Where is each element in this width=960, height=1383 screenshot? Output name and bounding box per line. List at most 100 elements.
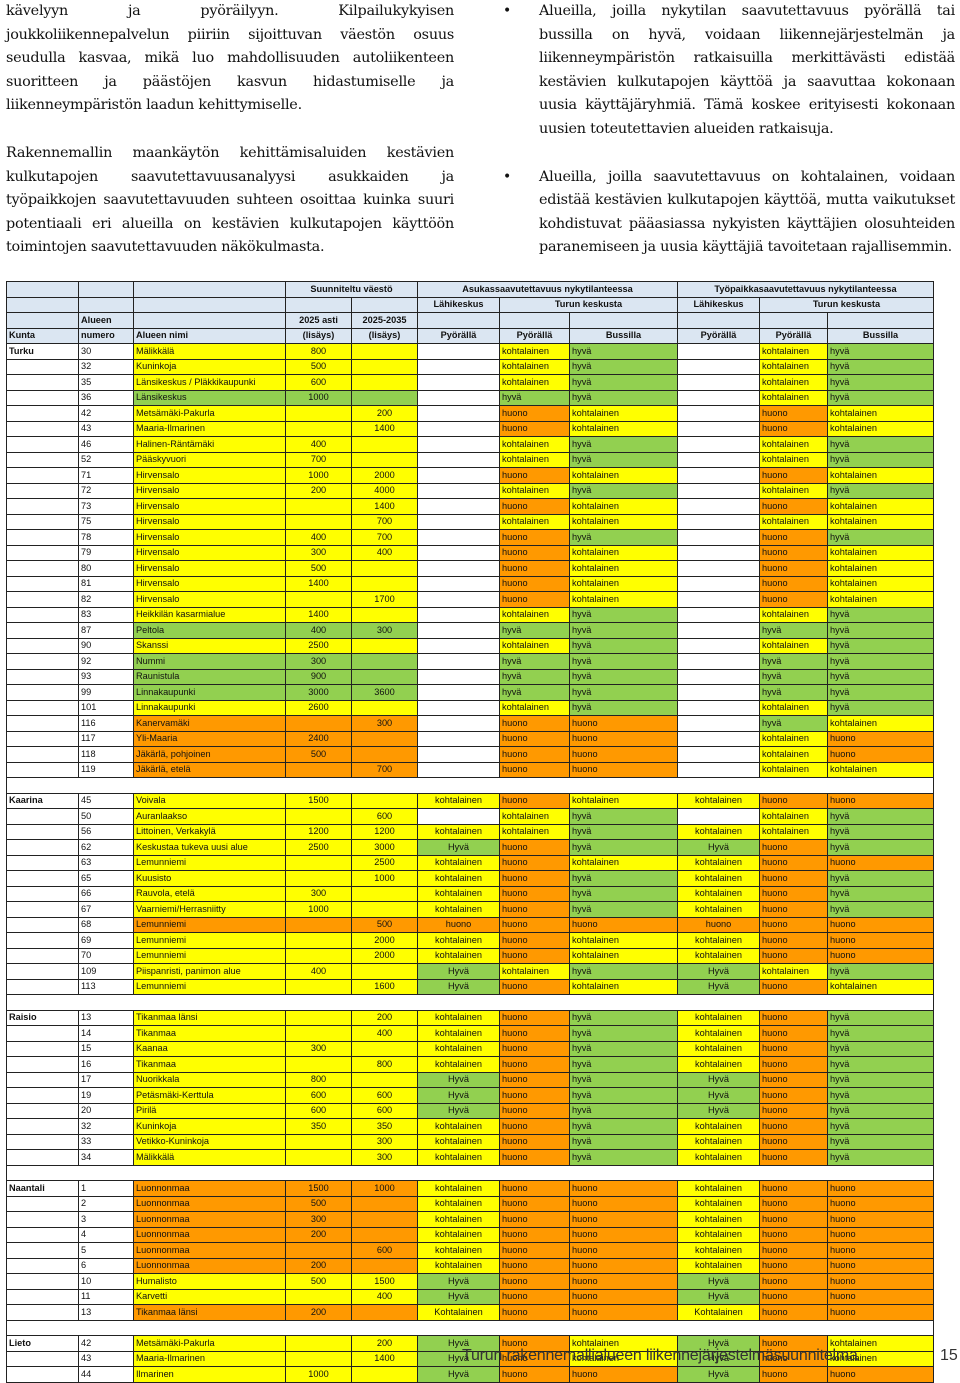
header-2025-2035: 2025-2035 xyxy=(351,312,418,329)
cell-kunta xyxy=(6,746,79,763)
cell-kunta xyxy=(6,1133,79,1150)
page-number: 15 xyxy=(940,1347,958,1364)
cell-population-2035 xyxy=(351,358,418,375)
cell-population-2035: 400 xyxy=(351,1288,418,1305)
cell-resident-lahikeskus xyxy=(417,498,500,515)
table-row: 73 Hirvensalo 1400 huono kohtalainen huono koh… xyxy=(6,498,934,515)
cell-numero: 3 xyxy=(78,1211,134,1228)
cell-work-keskusta-bike: huono xyxy=(759,467,828,484)
cell-numero: 44 xyxy=(78,1366,134,1383)
cell-kunta xyxy=(6,591,79,608)
cell-work-keskusta-bike: kohtalainen xyxy=(759,513,828,530)
table-row: 6 Luonnonmaa 200 kohtalainen huono huono kohta… xyxy=(6,1257,934,1274)
cell-work-keskusta-bike: kohtalainen xyxy=(759,343,828,360)
cell-resident-keskusta-bus: kohtalainen xyxy=(569,420,678,437)
cell-kunta xyxy=(6,374,79,391)
cell-work-keskusta-bike: huono xyxy=(759,1102,828,1119)
cell-work-lahikeskus xyxy=(677,482,760,499)
cell-resident-keskusta-bike: huono xyxy=(499,1133,570,1150)
table-row: 4 Luonnonmaa 200 kohtalainen huono huono kohta… xyxy=(6,1226,934,1243)
cell-population-2025: 400 xyxy=(285,963,352,980)
table-row: 78 Hirvensalo 400 700 huono hyvä huono hyvä xyxy=(6,529,934,546)
cell-resident-keskusta-bike: kohtalainen xyxy=(499,358,570,375)
table-row: 65 Kuusisto 1000 kohtalainen huono hyvä kohtal… xyxy=(6,870,934,887)
cell-resident-lahikeskus: kohtalainen xyxy=(417,1056,500,1073)
cell-resident-lahikeskus xyxy=(417,513,500,530)
cell-resident-keskusta-bus: kohtalainen xyxy=(569,947,678,964)
cell-resident-lahikeskus xyxy=(417,560,500,577)
cell-resident-lahikeskus: Hyvä xyxy=(417,1087,500,1104)
cell-resident-keskusta-bus: kohtalainen xyxy=(569,591,678,608)
table-row: 2 Luonnonmaa 500 kohtalainen huono huono kohta… xyxy=(6,1195,934,1212)
cell-work-keskusta-bike: kohtalainen xyxy=(759,699,828,716)
cell-work-keskusta-bus: hyvä xyxy=(827,963,934,980)
cell-resident-lahikeskus: Hyvä xyxy=(417,839,500,856)
left-text-column: kävelyyn ja pyöräilyyn. Kilpailukykyisen… xyxy=(6,0,454,260)
cell-numero: 15 xyxy=(78,1040,134,1057)
cell-numero: 20 xyxy=(78,1102,134,1119)
cell-work-lahikeskus: kohtalainen xyxy=(677,1025,760,1042)
cell-work-lahikeskus: kohtalainen xyxy=(677,823,760,840)
cell-numero: 52 xyxy=(78,451,134,468)
cell-population-2035: 3000 xyxy=(351,839,418,856)
cell-work-keskusta-bike: hyvä xyxy=(759,715,828,732)
cell-population-2025: 350 xyxy=(285,1118,352,1135)
cell-kunta xyxy=(6,622,79,639)
cell-population-2035 xyxy=(351,374,418,391)
cell-resident-lahikeskus: Hyvä xyxy=(417,1366,500,1383)
cell-population-2025: 1000 xyxy=(285,901,352,918)
cell-work-keskusta-bus: huono xyxy=(827,1304,934,1321)
table-row: 63 Lemunniemi 2500 kohtalainen huono kohtalai… xyxy=(6,854,934,871)
table-row: 80 Hirvensalo 500 huono kohtalainen huono koht… xyxy=(6,560,934,577)
cell-kunta xyxy=(6,1226,79,1243)
cell-work-lahikeskus xyxy=(677,498,760,515)
cell-work-keskusta-bike: hyvä xyxy=(759,684,828,701)
cell-work-keskusta-bike: huono xyxy=(759,885,828,902)
cell-work-keskusta-bike: huono xyxy=(759,1149,828,1166)
cell-population-2025: 600 xyxy=(285,1102,352,1119)
cell-resident-lahikeskus: kohtalainen xyxy=(417,885,500,902)
cell-numero: 72 xyxy=(78,482,134,499)
cell-resident-keskusta-bus: hyvä xyxy=(569,637,678,654)
cell-population-2035: 700 xyxy=(351,761,418,778)
cell-population-2035 xyxy=(351,901,418,918)
cell-work-lahikeskus: kohtalainen xyxy=(677,854,760,871)
cell-numero: 32 xyxy=(78,358,134,375)
cell-alueen-nimi: Hirvensalo xyxy=(133,529,286,546)
table-row: 15 Kaanaa 300 kohtalainen huono hyvä kohtalain… xyxy=(6,1040,934,1057)
cell-work-keskusta-bus: huono xyxy=(827,1226,934,1243)
cell-population-2035 xyxy=(351,575,418,592)
cell-population-2025: 300 xyxy=(285,1040,352,1057)
cell-population-2025 xyxy=(285,932,352,949)
cell-work-lahikeskus xyxy=(677,513,760,530)
cell-work-keskusta-bus: hyvä xyxy=(827,1118,934,1135)
cell-numero: 46 xyxy=(78,436,134,453)
cell-resident-keskusta-bike: huono xyxy=(499,1226,570,1243)
cell-kunta xyxy=(6,1149,79,1166)
cell-numero: 32 xyxy=(78,1118,134,1135)
cell-resident-lahikeskus: kohtalainen xyxy=(417,1257,500,1274)
cell-population-2035: 300 xyxy=(351,1133,418,1150)
cell-resident-keskusta-bike: huono xyxy=(499,901,570,918)
cell-resident-lahikeskus xyxy=(417,699,500,716)
cell-population-2025 xyxy=(285,1242,352,1259)
cell-numero: 116 xyxy=(78,715,134,732)
table-row: 34 Mälikkälä 300 kohtalainen huono hyvä kohtal… xyxy=(6,1149,934,1166)
cell-work-keskusta-bus: hyvä xyxy=(827,823,934,840)
cell-resident-keskusta-bike: huono xyxy=(499,1366,570,1383)
cell-population-2035 xyxy=(351,1304,418,1321)
cell-alueen-nimi: Keskustaa tukeva uusi alue xyxy=(133,839,286,856)
cell-population-2025: 2600 xyxy=(285,699,352,716)
table-row: Turku 30 Mälikkälä 800 kohtalainen hyvä kohtal… xyxy=(6,343,934,360)
cell-work-keskusta-bike: kohtalainen xyxy=(759,482,828,499)
header-numero: numero xyxy=(78,327,134,344)
cell-population-2025 xyxy=(285,854,352,871)
cell-population-2035 xyxy=(351,668,418,685)
cell-work-keskusta-bus: huono xyxy=(827,1242,934,1259)
cell-kunta xyxy=(6,715,79,732)
cell-work-lahikeskus: kohtalainen xyxy=(677,1242,760,1259)
table-row: 109 Piispanristi, panimon alue 400 Hyvä koht… xyxy=(6,963,934,980)
cell-population-2025: 1500 xyxy=(285,792,352,809)
cell-population-2025: 500 xyxy=(285,1195,352,1212)
cell-work-lahikeskus: Hyvä xyxy=(677,1273,760,1290)
